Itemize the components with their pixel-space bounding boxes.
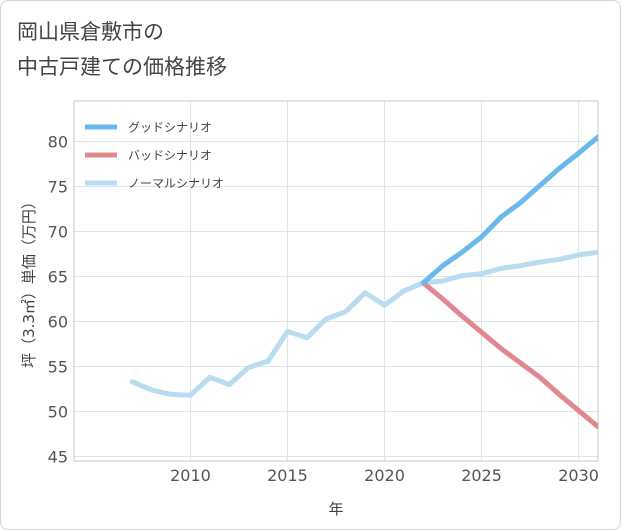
y-tick-label: 75 xyxy=(48,178,68,197)
legend-label: グッドシナリオ xyxy=(128,121,212,135)
y-tick-label: 55 xyxy=(48,358,68,377)
series-line-2 xyxy=(129,249,598,398)
x-tick-label: 2030 xyxy=(558,466,599,485)
x-tick-label: 2020 xyxy=(364,466,405,485)
x-tick-label: 2025 xyxy=(461,466,502,485)
y-tick-label: 45 xyxy=(48,448,68,467)
chart-title-line1: 岡山県倉敷市の xyxy=(17,20,164,44)
tick-labels: 2010 2015 2020 2025 2030 45 50 55 60 65 70 75 80 xyxy=(48,133,599,486)
legend-label: バッドシナリオ xyxy=(128,149,212,163)
y-tick-label: 50 xyxy=(48,403,68,422)
y-tick-label: 60 xyxy=(48,313,68,332)
y-tick-label: 65 xyxy=(48,268,68,287)
series-line-0 xyxy=(420,134,598,286)
series-lines xyxy=(129,134,598,430)
y-tick-label: 80 xyxy=(48,133,68,152)
legend-label: ノーマルシナリオ xyxy=(128,177,224,191)
chart-title-line2: 中古戸建ての価格推移 xyxy=(17,55,227,79)
plot-area-frame xyxy=(73,100,599,462)
chart-title: 岡山県倉敷市の 中古戸建ての価格推移 xyxy=(17,15,227,85)
x-tick-label: 2010 xyxy=(170,466,211,485)
x-axis-label: 年 xyxy=(328,500,343,518)
series-line-1 xyxy=(420,280,598,430)
y-tick-label: 70 xyxy=(48,223,68,242)
x-tick-label: 2015 xyxy=(267,466,308,485)
y-axis-label: 坪（3.3㎡）単価（万円） xyxy=(20,194,38,368)
grid xyxy=(74,101,598,461)
